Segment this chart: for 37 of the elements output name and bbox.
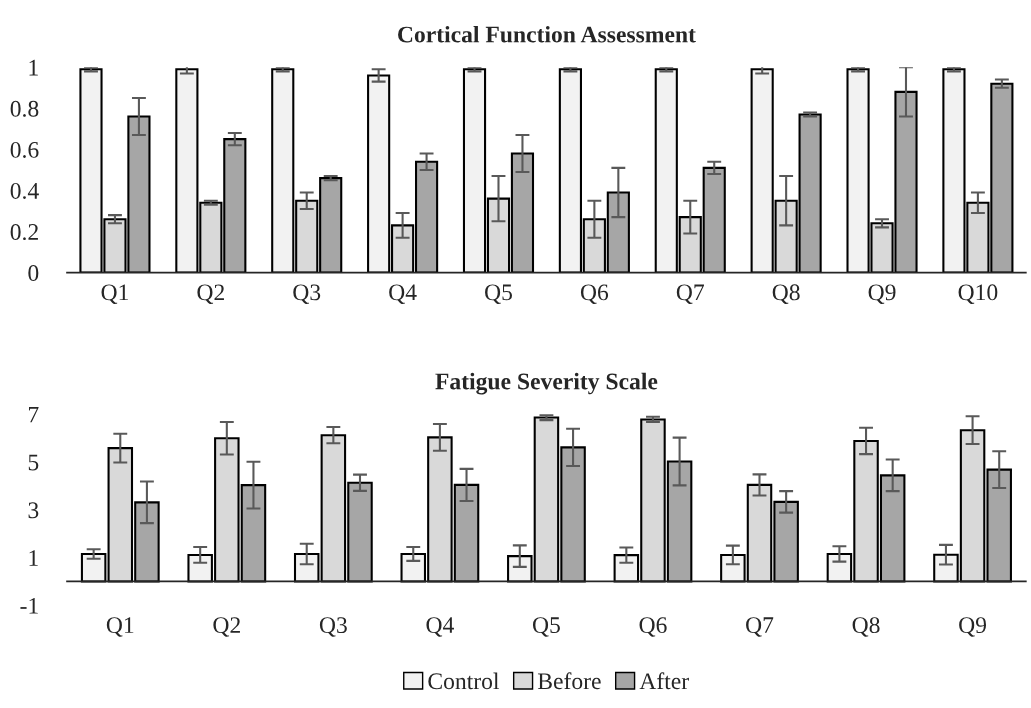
y-tick-label: 0.8 <box>10 100 39 117</box>
x-tick-label: Q6 <box>639 617 667 637</box>
bar <box>80 552 107 583</box>
x-tick-label: Q4 <box>389 284 417 304</box>
legend-label: After <box>639 672 689 690</box>
x-tick-label: Q5 <box>485 284 512 304</box>
bar <box>293 552 320 583</box>
chart-title: Fatigue Severity Scale <box>435 372 658 395</box>
x-tick-label: Q10 <box>958 284 998 304</box>
y-tick-label: 0 <box>28 265 39 281</box>
y-tick-label: 5 <box>28 454 39 471</box>
y-tick-label: 0.6 <box>10 141 39 158</box>
y-tick-label: -1 <box>20 597 38 614</box>
y-tick-label: 7 <box>28 406 39 423</box>
x-tick-label: Q9 <box>868 284 896 304</box>
y-tick-label: 3 <box>28 502 39 519</box>
x-tick-label: Q1 <box>106 617 134 637</box>
x-tick-label: Q5 <box>532 617 560 637</box>
x-tick-label: Q8 <box>772 284 800 304</box>
x-tick-label: Q7 <box>746 617 774 637</box>
x-tick-label: Q7 <box>676 284 704 304</box>
y-tick-label: 0.2 <box>10 224 38 241</box>
x-tick-label: Q2 <box>213 617 240 637</box>
x-tick-label: Q3 <box>293 284 321 304</box>
chart-title: Cortical Function Assessment <box>398 25 696 43</box>
x-tick-label: Q1 <box>101 284 128 304</box>
x-tick-label: Q4 <box>426 617 454 637</box>
x-tick-label: Q8 <box>852 617 880 637</box>
y-tick-label: 1 <box>29 59 38 76</box>
legend-label: Control <box>428 672 500 690</box>
x-tick-label: Q6 <box>580 284 609 304</box>
x-tick-label: Q3 <box>319 617 347 637</box>
y-tick-label: 1 <box>29 550 38 566</box>
y-tick-label: 0.4 <box>10 182 39 199</box>
x-tick-label: Q2 <box>197 284 224 304</box>
legend-label: Before <box>537 672 601 690</box>
x-tick-label: Q9 <box>959 617 987 637</box>
